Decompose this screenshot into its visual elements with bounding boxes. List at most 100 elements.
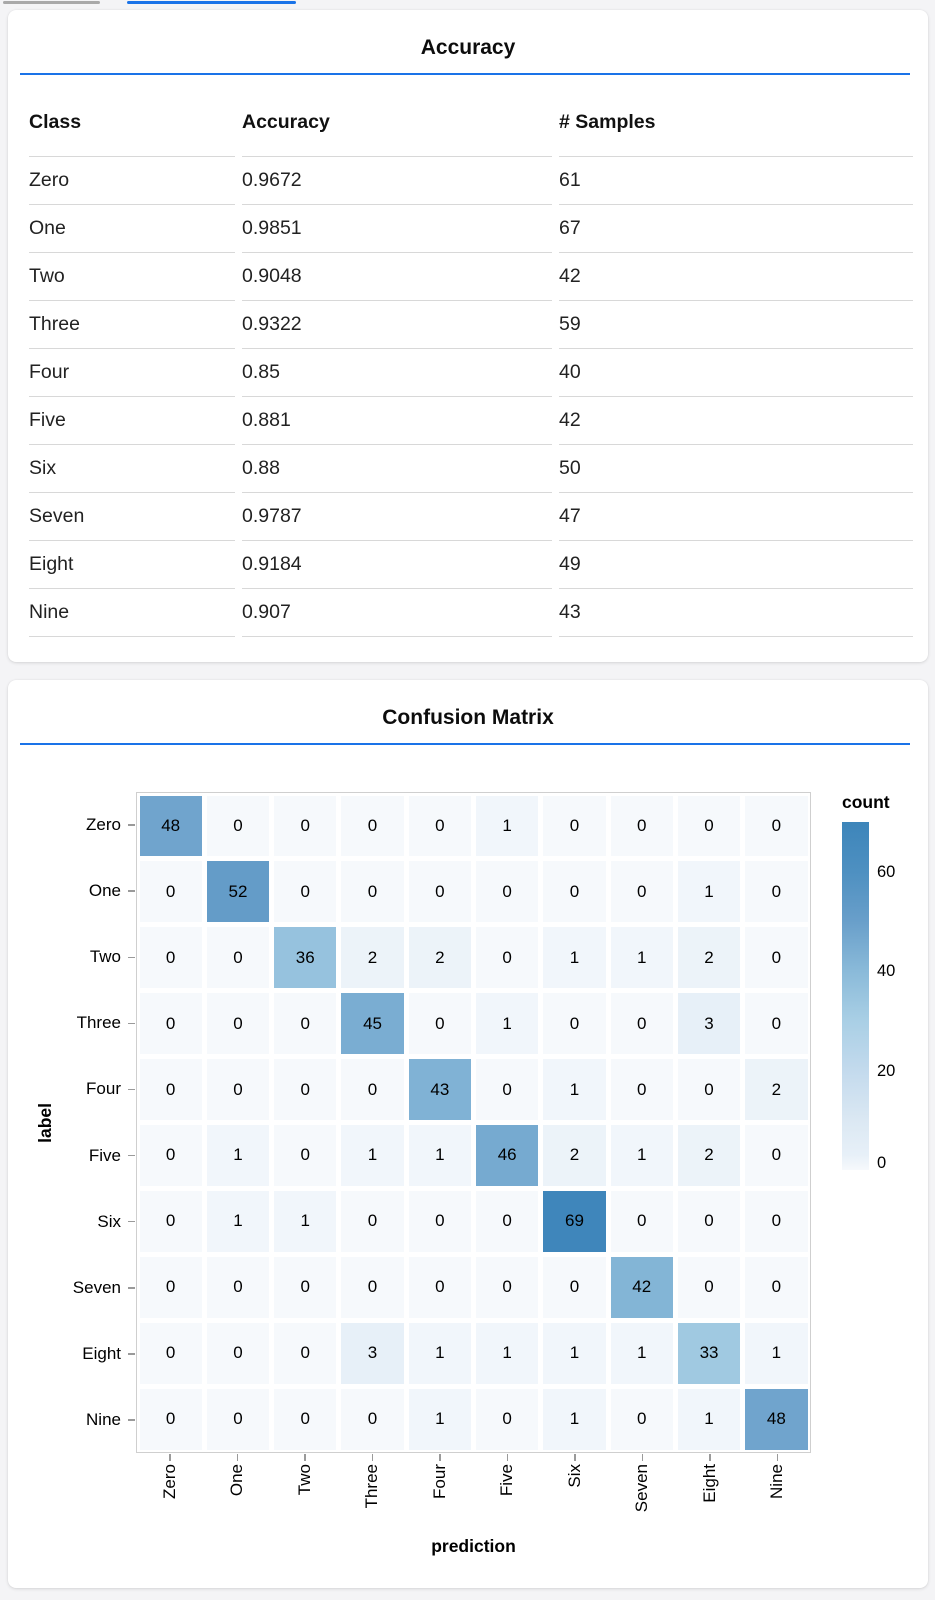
matrix-cell-value: 0 xyxy=(476,861,539,923)
table-cell: 0.9322 xyxy=(242,300,552,348)
matrix-cell: 0 xyxy=(406,859,473,925)
matrix-cell: 0 xyxy=(406,1254,473,1320)
matrix-cell-value: 0 xyxy=(745,795,808,857)
x-tick-mark xyxy=(304,1454,306,1461)
matrix-cell-value: 0 xyxy=(274,1256,337,1318)
matrix-cell-value: 0 xyxy=(341,1256,404,1318)
matrix-cell-value: 0 xyxy=(206,1059,270,1120)
matrix-cell: 2 xyxy=(541,1123,608,1189)
table-cell: 0.9851 xyxy=(242,204,552,252)
matrix-cell: 1 xyxy=(204,1188,271,1254)
y-tick-mark xyxy=(128,824,135,826)
table-row: Zero 0.9672 61 xyxy=(29,156,913,204)
x-axis-title: prediction xyxy=(431,1536,516,1556)
matrix-cell: 3 xyxy=(339,1320,406,1386)
matrix-cell: 45 xyxy=(339,991,406,1057)
matrix-cell: 1 xyxy=(474,1320,541,1386)
y-tick-label: Four xyxy=(86,1079,121,1099)
y-tick-mark xyxy=(128,956,135,958)
matrix-cell: 0 xyxy=(204,1320,271,1386)
matrix-cell-value: 0 xyxy=(408,993,471,1055)
matrix-cell-value: 0 xyxy=(543,1256,606,1318)
matrix-cell: 0 xyxy=(675,1057,742,1123)
x-tick-label: Nine xyxy=(767,1464,787,1499)
matrix-cell-value: 42 xyxy=(610,1256,673,1318)
y-tick-label: Three xyxy=(76,1013,121,1033)
matrix-cell: 0 xyxy=(272,1057,339,1123)
matrix-cell: 0 xyxy=(406,793,473,859)
color-legend: count 0 20 40 60 xyxy=(842,792,928,1172)
y-tick-label: Five xyxy=(88,1145,121,1165)
matrix-cell: 0 xyxy=(339,793,406,859)
x-tick-label: Eight xyxy=(699,1464,719,1503)
matrix-cell: 0 xyxy=(137,1188,204,1254)
matrix-cell-value: 0 xyxy=(139,993,202,1055)
matrix-cell: 0 xyxy=(541,859,608,925)
matrix-cell: 0 xyxy=(137,1057,204,1123)
y-tick-label: Six xyxy=(97,1211,121,1231)
matrix-cell-value: 1 xyxy=(610,1125,673,1186)
y-tick-label: Two xyxy=(89,947,121,967)
matrix-cell: 1 xyxy=(406,1123,473,1189)
y-tick-mark xyxy=(128,1088,135,1091)
matrix-cell-value: 0 xyxy=(610,1190,673,1252)
matrix-cell-value: 1 xyxy=(408,1125,471,1186)
matrix-cell: 1 xyxy=(608,925,675,991)
matrix-cell-value: 0 xyxy=(341,861,404,923)
y-tick-label: Eight xyxy=(82,1343,121,1363)
matrix-cell-value: 0 xyxy=(408,861,471,923)
table-cell: 50 xyxy=(559,444,913,492)
accuracy-card: Accuracy Class Accuracy # Samples Zero 0.96… xyxy=(8,10,928,662)
table-cell: Four xyxy=(29,348,235,396)
matrix-cell: 33 xyxy=(675,1320,742,1386)
matrix-cell-value: 2 xyxy=(677,927,741,989)
y-tick-label: Nine xyxy=(86,1409,121,1429)
matrix-cell: 0 xyxy=(272,1123,339,1189)
matrix-cell: 0 xyxy=(474,1254,541,1320)
matrix-cell: 0 xyxy=(474,859,541,925)
matrix-cell-value: 0 xyxy=(274,1322,337,1384)
matrix-cell: 0 xyxy=(608,1057,675,1123)
matrix-cell: 0 xyxy=(272,793,339,859)
matrix-cell-value: 0 xyxy=(476,927,539,989)
matrix-cell-value: 0 xyxy=(139,1059,202,1120)
matrix-cell: 0 xyxy=(137,991,204,1057)
matrix-cell: 0 xyxy=(204,1057,271,1123)
y-tick-label: Seven xyxy=(72,1277,121,1297)
matrix-cell: 42 xyxy=(608,1254,675,1320)
y-tick-label: Zero xyxy=(86,815,121,835)
matrix-cell: 1 xyxy=(541,1057,608,1123)
matrix-cell-value: 0 xyxy=(206,1388,270,1450)
matrix-cell: 43 xyxy=(406,1057,473,1123)
matrix-cell: 0 xyxy=(137,1386,204,1452)
matrix-cell-value: 48 xyxy=(745,1388,808,1450)
table-cell: 42 xyxy=(559,252,913,300)
table-header-row: Class Accuracy # Samples xyxy=(29,95,913,156)
matrix-cell: 0 xyxy=(339,859,406,925)
matrix-cell: 0 xyxy=(339,1254,406,1320)
matrix-cell: 1 xyxy=(272,1188,339,1254)
matrix-cell-value: 0 xyxy=(206,993,270,1055)
matrix-cell: 0 xyxy=(474,925,541,991)
top-scroll-indicator xyxy=(3,1,100,4)
matrix-cell-value: 2 xyxy=(745,1059,808,1120)
matrix-cell: 2 xyxy=(406,925,473,991)
matrix-cell: 1 xyxy=(339,1123,406,1189)
matrix-cell-value: 36 xyxy=(274,927,337,989)
x-tick-mark xyxy=(439,1454,441,1461)
matrix-cell-value: 2 xyxy=(677,1125,741,1186)
matrix-cell-value: 2 xyxy=(543,1125,606,1186)
matrix-cell: 0 xyxy=(204,1254,271,1320)
table-cell: Zero xyxy=(29,156,235,204)
matrix-cell: 1 xyxy=(474,991,541,1057)
matrix-cell: 0 xyxy=(137,859,204,925)
matrix-cell: 1 xyxy=(743,1320,810,1386)
table-cell: 0.907 xyxy=(242,588,552,637)
matrix-cell: 2 xyxy=(675,925,742,991)
matrix-cell-value: 0 xyxy=(543,993,606,1055)
matrix-cell: 0 xyxy=(204,925,271,991)
matrix-cell: 0 xyxy=(406,991,473,1057)
table-cell: Five xyxy=(29,396,235,444)
matrix-cell: 0 xyxy=(541,793,608,859)
matrix-cell-value: 0 xyxy=(610,1059,673,1120)
